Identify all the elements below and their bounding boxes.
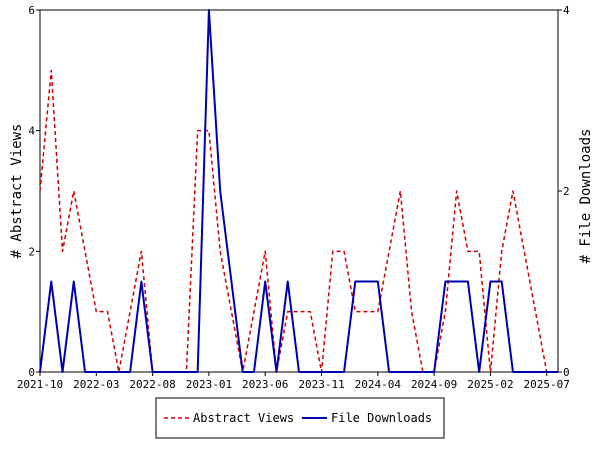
- legend-label-abstract-views: Abstract Views: [193, 411, 294, 425]
- series-line-file-downloads: [39, 9, 558, 373]
- legend: Abstract Views File Downloads: [155, 397, 445, 439]
- x-axis: 2021-10 2022-03 2022-08 2023-01 2023-06 2023-…: [17, 372, 570, 391]
- legend-box: [155, 397, 445, 439]
- right-tick-label: 2: [563, 185, 570, 198]
- left-tick-label: 6: [28, 4, 35, 17]
- x-tick-label: 2024-09: [411, 378, 457, 391]
- x-tick-label: 2025-07: [524, 378, 570, 391]
- right-tick-label: 0: [563, 366, 570, 379]
- right-axis-title: # File Downloads: [578, 129, 594, 264]
- series-line-abstract-views: [39, 69, 558, 373]
- series-layer: [39, 9, 558, 373]
- left-axis-title: # Abstract Views: [9, 124, 25, 259]
- left-axis: 0 2 4 6: [28, 4, 40, 379]
- plot-frame: [39, 9, 559, 373]
- legend-label-file-downloads: File Downloads: [331, 411, 432, 425]
- x-tick-label: 2022-08: [129, 378, 175, 391]
- x-tick-label: 2025-02: [467, 378, 513, 391]
- x-tick-label: 2021-10: [17, 378, 63, 391]
- x-tick-label: 2023-01: [186, 378, 232, 391]
- right-tick-label: 4: [563, 4, 570, 17]
- left-tick-label: 0: [28, 366, 35, 379]
- x-tick-label: 2022-03: [73, 378, 119, 391]
- right-axis: 0 2 4: [558, 4, 570, 379]
- x-tick-label: 2024-04: [355, 378, 402, 391]
- x-tick-label: 2023-11: [298, 378, 344, 391]
- x-tick-label: 2023-06: [242, 378, 288, 391]
- left-tick-label: 4: [28, 125, 35, 138]
- left-tick-label: 2: [28, 245, 35, 258]
